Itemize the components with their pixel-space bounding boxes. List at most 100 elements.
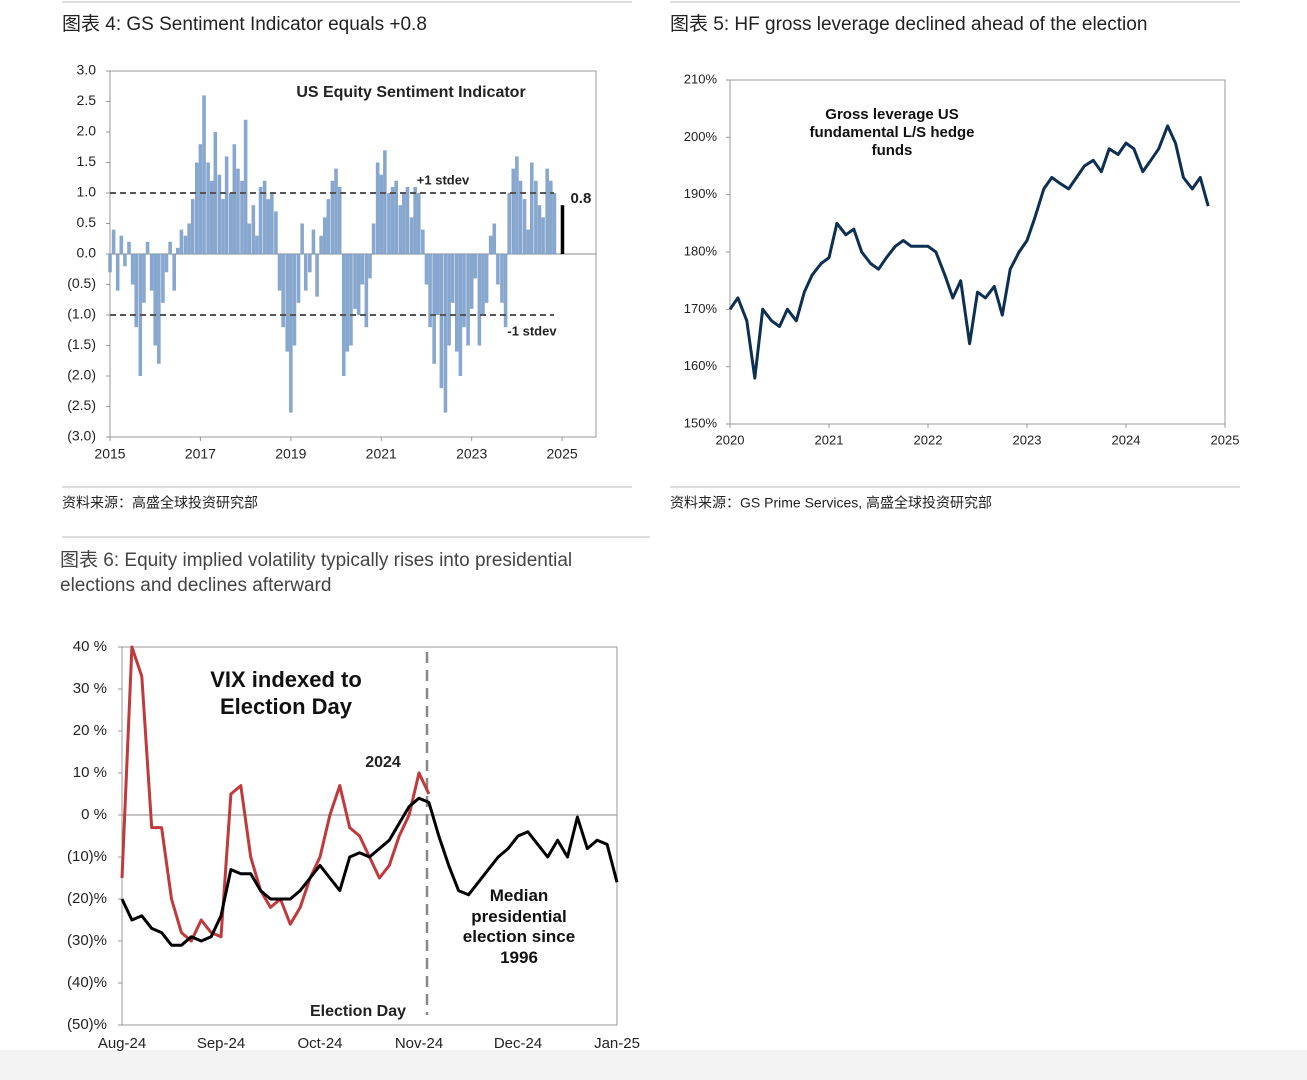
bar bbox=[123, 254, 127, 267]
bar bbox=[311, 229, 316, 254]
series-label: 2024 bbox=[365, 754, 401, 771]
chart-title-box: VIX indexed to Election Day bbox=[210, 667, 362, 719]
bar bbox=[176, 247, 180, 254]
footer-band bbox=[0, 1050, 1307, 1080]
bar bbox=[130, 254, 135, 285]
bar bbox=[515, 156, 519, 254]
bar bbox=[548, 180, 553, 254]
x-tick-label: 2017 bbox=[185, 446, 216, 462]
bar bbox=[183, 235, 188, 254]
x-tick-label: 2019 bbox=[275, 446, 306, 462]
x-tick-label: 2025 bbox=[1211, 432, 1240, 447]
x-tick-label: Aug-24 bbox=[98, 1035, 146, 1052]
bar bbox=[172, 254, 176, 291]
bar bbox=[439, 254, 444, 389]
bar bbox=[111, 229, 116, 254]
bar bbox=[337, 186, 342, 254]
y-tick-label: 180% bbox=[684, 243, 718, 258]
bar bbox=[353, 254, 357, 309]
bar bbox=[330, 180, 335, 254]
chart-title: VIX indexed to Election Day bbox=[210, 667, 362, 719]
bar bbox=[379, 174, 384, 254]
y-tick-label: 3.0 bbox=[77, 62, 97, 78]
reference-label: -1 stdev bbox=[507, 323, 557, 338]
bar bbox=[443, 254, 448, 413]
figure-title: 图表 4: GS Sentiment Indicator equals +0.8 bbox=[62, 13, 427, 35]
bar bbox=[164, 254, 169, 273]
bar bbox=[375, 162, 380, 254]
bar bbox=[398, 205, 403, 254]
bar bbox=[511, 168, 516, 254]
x-tick-label: Oct-24 bbox=[297, 1035, 342, 1052]
bar bbox=[255, 235, 259, 254]
y-tick-label: (10)% bbox=[67, 848, 107, 865]
y-tick-label: 20 % bbox=[73, 722, 107, 739]
bar bbox=[526, 229, 530, 254]
bar bbox=[387, 193, 391, 254]
y-tick-label: (50)% bbox=[67, 1016, 107, 1033]
series-line bbox=[728, 124, 1210, 380]
bar bbox=[466, 254, 470, 346]
highlight-bar bbox=[560, 205, 565, 254]
bar bbox=[518, 180, 523, 254]
bar bbox=[552, 193, 557, 254]
y-tick-label: 190% bbox=[684, 186, 718, 201]
annotation-box: Gross leverage US fundamental L/S hedge … bbox=[809, 106, 974, 159]
bar bbox=[402, 193, 406, 254]
bar bbox=[356, 254, 361, 315]
bar bbox=[195, 162, 199, 254]
bar bbox=[364, 254, 369, 328]
series-line bbox=[120, 796, 619, 947]
bar bbox=[209, 180, 214, 254]
bar bbox=[496, 254, 500, 285]
source: 资料来源：高盛全球投资研究部 bbox=[62, 495, 258, 511]
bar bbox=[190, 199, 195, 254]
bar bbox=[168, 241, 172, 254]
bar bbox=[115, 254, 120, 291]
bar bbox=[416, 193, 421, 254]
reference-label: +1 stdev bbox=[417, 172, 470, 187]
bar bbox=[473, 254, 478, 279]
bar bbox=[179, 229, 184, 254]
bar bbox=[469, 254, 474, 309]
bar bbox=[530, 162, 534, 254]
bar bbox=[537, 205, 542, 254]
bar bbox=[322, 217, 327, 254]
y-tick-label: (3.0) bbox=[67, 428, 96, 444]
bar bbox=[349, 254, 353, 346]
source: 资料来源：GS Prime Services, 高盛全球投资研究部 bbox=[670, 495, 992, 511]
x-tick-label: 2023 bbox=[1013, 432, 1042, 447]
x-tick-label: 2021 bbox=[366, 446, 397, 462]
x-tick-label: 2020 bbox=[716, 432, 745, 447]
bar bbox=[522, 199, 527, 254]
bar bbox=[202, 95, 206, 255]
value-label: 0.8 bbox=[570, 190, 591, 207]
bar bbox=[236, 168, 240, 254]
bar bbox=[488, 235, 493, 254]
y-tick-label: (20)% bbox=[67, 890, 107, 907]
bar bbox=[247, 223, 252, 254]
bar bbox=[277, 254, 282, 291]
y-tick-label: 1.0 bbox=[77, 184, 97, 200]
bar bbox=[492, 223, 497, 254]
bar bbox=[127, 241, 131, 254]
y-tick-label: 150% bbox=[684, 415, 718, 430]
y-tick-label: 2.5 bbox=[77, 92, 97, 108]
bar bbox=[251, 205, 256, 254]
bar bbox=[421, 229, 425, 254]
bar bbox=[266, 199, 271, 254]
y-tick-label: (1.0) bbox=[67, 306, 96, 322]
y-tick-label: 2.0 bbox=[77, 123, 97, 139]
y-tick-label: 0 % bbox=[81, 806, 107, 823]
bar bbox=[371, 223, 376, 254]
bar bbox=[206, 162, 210, 254]
y-tick-label: (40)% bbox=[67, 974, 107, 991]
bar bbox=[134, 254, 139, 328]
y-tick-label: (2.0) bbox=[67, 367, 96, 383]
bar bbox=[326, 199, 331, 254]
bar bbox=[428, 254, 432, 328]
y-tick-label: 210% bbox=[684, 71, 718, 86]
series-label-box: Median presidential election since 1996 bbox=[463, 886, 575, 967]
bar bbox=[447, 254, 451, 346]
bar bbox=[145, 241, 150, 254]
